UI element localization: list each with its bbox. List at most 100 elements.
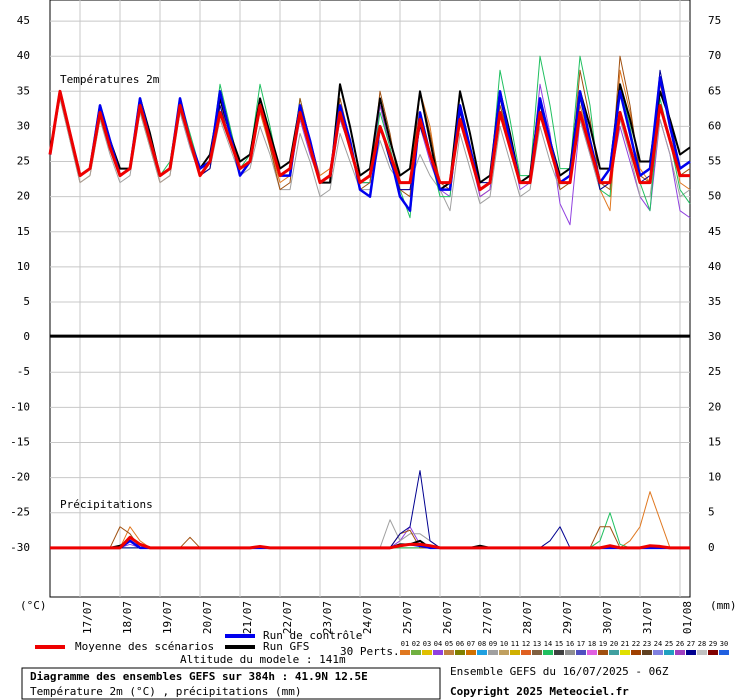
x-tick-label: 18/07 (121, 601, 134, 634)
legend-pert-swatch (477, 650, 487, 655)
legend-pert-swatch (499, 650, 509, 655)
series-line (50, 535, 690, 550)
y2-tick-label: 15 (708, 435, 721, 448)
legend-pert-label: 13 (533, 640, 541, 648)
y-tick-label: 10 (17, 260, 30, 273)
y2-tick-label: 45 (708, 225, 721, 238)
altitude: Altitude du modele : 141m (180, 653, 346, 666)
legend-pert-swatch (587, 650, 597, 655)
legend-pert-label: 14 (544, 640, 552, 648)
legend-pert-swatch (554, 650, 564, 655)
y-tick-label: 20 (17, 190, 30, 203)
legend-pert-label: 08 (478, 640, 486, 648)
info-box (21, 667, 441, 700)
legend-pert-swatch (532, 650, 542, 655)
legend-pert-swatch (521, 650, 531, 655)
y-tick-label: -30 (10, 541, 30, 554)
legend-pert-label: 02 (412, 640, 420, 648)
y-tick-label: 40 (17, 49, 30, 62)
y2-tick-label: 30 (708, 330, 721, 343)
legend-pert-swatch (620, 650, 630, 655)
y-tick-label: -25 (10, 506, 30, 519)
legend-pert-label: 12 (522, 640, 530, 648)
legend-pert-label: 29 (709, 640, 717, 648)
legend-label: Run de contrôle (263, 629, 362, 642)
y2-tick-label: 35 (708, 295, 721, 308)
legend-pert-swatch (686, 650, 696, 655)
copyright: Copyright 2025 Meteociel.fr (450, 685, 629, 698)
legend-pert-label: 25 (665, 640, 673, 648)
legend-pert-swatch (664, 650, 674, 655)
legend-pert-label: 28 (698, 640, 706, 648)
legend-pert-label: 23 (643, 640, 651, 648)
x-tick-label: 20/07 (201, 601, 214, 634)
legend-pert-swatch (576, 650, 586, 655)
y2-tick-label: 50 (708, 190, 721, 203)
legend-pert-swatch (411, 650, 421, 655)
legend-pert-swatch (697, 650, 707, 655)
precipitation-label: Précipitations (60, 498, 153, 511)
box-title: Diagramme des ensembles GEFS sur 384h : … (30, 670, 368, 683)
run-info: Ensemble GEFS du 16/07/2025 - 06Z (450, 665, 669, 678)
legend-pert-swatch (433, 650, 443, 655)
legend-pert-label: 30 (720, 640, 728, 648)
legend-pert-label: 06 (456, 640, 464, 648)
legend-pert-label: 11 (511, 640, 519, 648)
legend-pert-swatch (510, 650, 520, 655)
legend-pert-swatch (444, 650, 454, 655)
legend-pert-label: 27 (687, 640, 695, 648)
legend-pert-swatch (719, 650, 729, 655)
legend-pert-label: 03 (423, 640, 431, 648)
legend-pert-label: 21 (621, 640, 629, 648)
legend-pert-label: 22 (632, 640, 640, 648)
x-tick-label: 22/07 (281, 601, 294, 634)
legend-label: Run GFS (263, 640, 309, 653)
legend-pert-swatch (488, 650, 498, 655)
y2-tick-label: 5 (708, 506, 715, 519)
y2-tick-label: 0 (708, 541, 715, 554)
x-tick-label: 01/08 (681, 601, 694, 634)
y-tick-label: -20 (10, 471, 30, 484)
legend-pert-swatch (675, 650, 685, 655)
y2-tick-label: 25 (708, 365, 721, 378)
temperature-label: Températures 2m (60, 73, 160, 86)
x-tick-label: 28/07 (521, 601, 534, 634)
x-tick-label: 25/07 (401, 601, 414, 634)
y-tick-label: 5 (23, 295, 30, 308)
x-tick-label: 27/07 (481, 601, 494, 634)
legend-pert-label: 16 (566, 640, 574, 648)
legend-pert-label: 24 (654, 640, 662, 648)
y-tick-label: 35 (17, 84, 30, 97)
y2-tick-label: 75 (708, 14, 721, 27)
x-tick-label: 29/07 (561, 601, 574, 634)
box-subtitle: Température 2m (°C) , précipitations (mm… (30, 685, 302, 698)
legend-pert-swatch (565, 650, 575, 655)
legend-pert-swatch (466, 650, 476, 655)
y-tick-label: 15 (17, 225, 30, 238)
x-tick-label: 31/07 (641, 601, 654, 634)
legend-pert-label: 19 (599, 640, 607, 648)
y2-tick-label: 20 (708, 400, 721, 413)
y-tick-label: 0 (23, 330, 30, 343)
legend-pert-label: 18 (588, 640, 596, 648)
legend-pert-label: 09 (489, 640, 497, 648)
y2-tick-label: 10 (708, 471, 721, 484)
y-unit: (°C) (20, 599, 47, 612)
series-line (48, 89, 690, 192)
legend-pert-label: 17 (577, 640, 585, 648)
x-tick-label: 17/07 (81, 601, 94, 634)
y2-tick-label: 70 (708, 49, 721, 62)
legend-pert-swatch (653, 650, 663, 655)
legend-label: Moyenne des scénarios (75, 640, 214, 653)
y-tick-label: -15 (10, 435, 30, 448)
legend-pert-label: 15 (555, 640, 563, 648)
legend-pert-swatch (642, 650, 652, 655)
y2-unit: (mm) (710, 599, 737, 612)
y2-tick-label: 40 (708, 260, 721, 273)
perts-label: 30 Perts. (340, 645, 400, 658)
legend-pert-label: 04 (434, 640, 442, 648)
x-tick-label: 23/07 (321, 601, 334, 634)
legend-pert-label: 10 (500, 640, 508, 648)
